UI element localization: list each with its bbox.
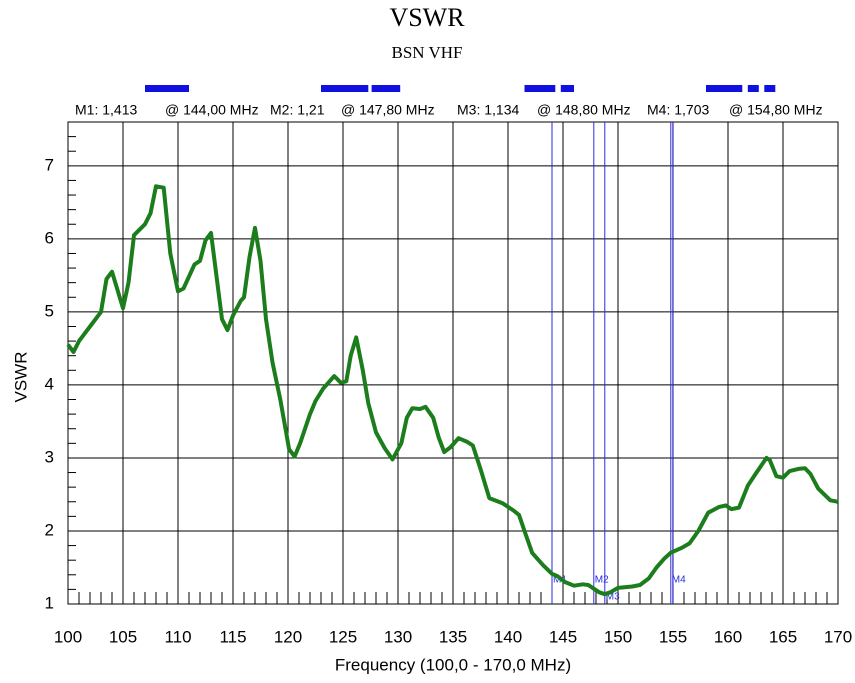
x-tick-label: 120 [274,627,302,646]
marker-freq-label: @ 147,80 MHz [341,102,435,118]
x-tick-label: 140 [494,627,522,646]
marker-freq-label: @ 154,80 MHz [729,102,823,118]
plot-frame [67,121,839,605]
band [321,85,369,92]
marker-label: M4: 1,703 [647,102,709,118]
y-tick-label: 2 [45,520,54,539]
vswr-line [66,184,839,597]
marker-name: M2 [595,575,609,586]
band [706,85,743,92]
x-tick-label: 125 [329,627,357,646]
y-tick-label: 4 [45,374,54,393]
y-tick-label: 1 [45,593,54,612]
chart-title: VSWR [389,3,465,32]
marker-name: M3 [606,592,620,603]
band [747,85,759,92]
marker-label: M3: 1,134 [457,102,519,118]
band [371,85,401,92]
marker-label: M1: 1,413 [75,102,137,118]
y-axis-label: VSWR [11,352,30,403]
x-axis-label: Frequency (100,0 - 170,0 MHz) [335,655,571,674]
x-tick-label: 135 [439,627,467,646]
y-tick-label: 3 [45,447,54,466]
x-tick-label: 105 [109,627,137,646]
marker-name: M4 [672,575,686,586]
marker-freq-label: @ 144,00 MHz [165,102,259,118]
x-tick-label: 165 [769,627,797,646]
band [524,85,556,92]
chart-subtitle: BSN VHF [391,43,462,62]
marker-label: M2: 1,21 [270,102,325,118]
x-tick-label: 160 [714,627,742,646]
band [764,85,776,92]
band [560,85,574,92]
x-tick-label: 110 [164,627,191,646]
x-tick-label: 170 [824,627,852,646]
y-tick-label: 7 [45,155,54,174]
x-tick-label: 155 [659,627,687,646]
y-tick-label: 5 [45,301,54,320]
y-tick-label: 6 [45,228,54,247]
x-tick-label: 100 [54,627,82,646]
band [145,85,189,92]
x-tick-label: 150 [604,627,632,646]
marker-freq-label: @ 148,80 MHz [537,102,631,118]
x-tick-label: 145 [549,627,577,646]
x-tick-label: 130 [384,627,412,646]
x-tick-label: 115 [219,627,246,646]
